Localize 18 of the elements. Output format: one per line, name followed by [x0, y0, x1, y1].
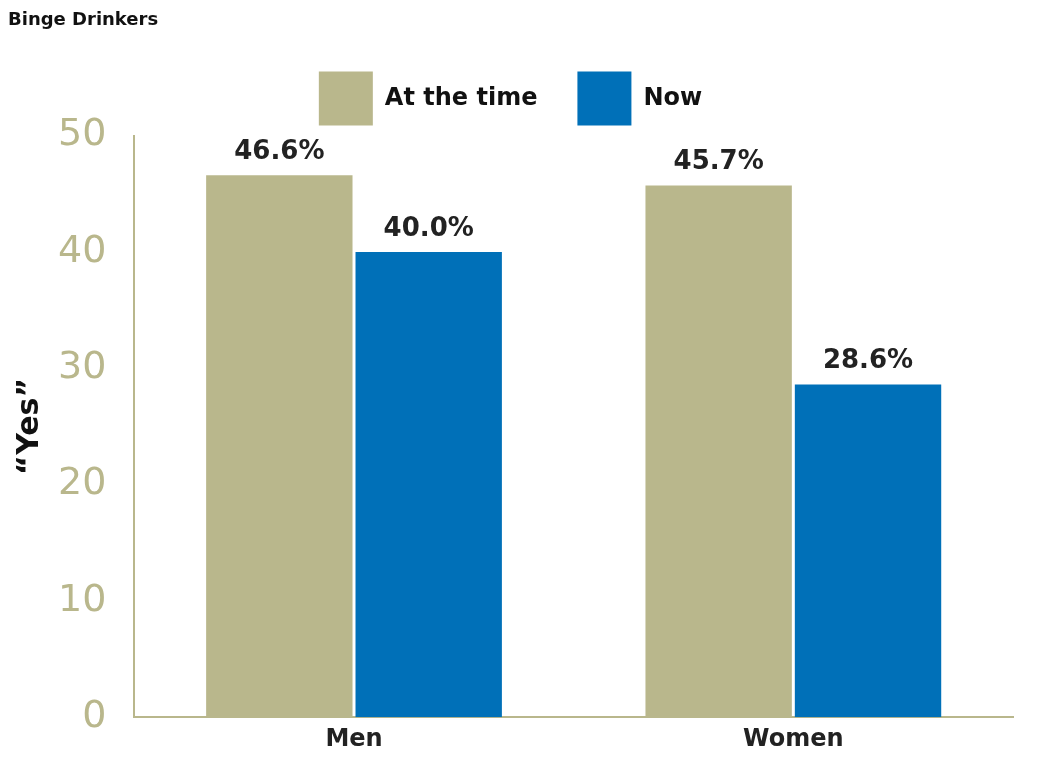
data-label: 40.0%	[383, 211, 474, 242]
legend-label: Now	[643, 82, 703, 111]
y-tick-label: 50	[57, 110, 107, 155]
data-label: 46.6%	[234, 134, 325, 165]
y-tick-label: 20	[57, 459, 107, 504]
y-tick-label: 40	[57, 226, 107, 271]
y-tick-label: 0	[82, 692, 107, 737]
x-tick-label: Women	[743, 723, 844, 752]
chart-title: Binge Drinkers	[8, 8, 159, 30]
y-tick-label: 10	[57, 575, 107, 620]
y-axis-title: “Yes”	[9, 377, 45, 475]
x-tick-label: Men	[325, 723, 383, 752]
data-label: 45.7%	[673, 145, 764, 176]
bar	[794, 384, 942, 718]
y-tick-label: 30	[57, 343, 107, 388]
data-label: 28.6%	[822, 344, 914, 375]
bar	[355, 251, 502, 718]
legend-label: At the time	[384, 82, 538, 111]
